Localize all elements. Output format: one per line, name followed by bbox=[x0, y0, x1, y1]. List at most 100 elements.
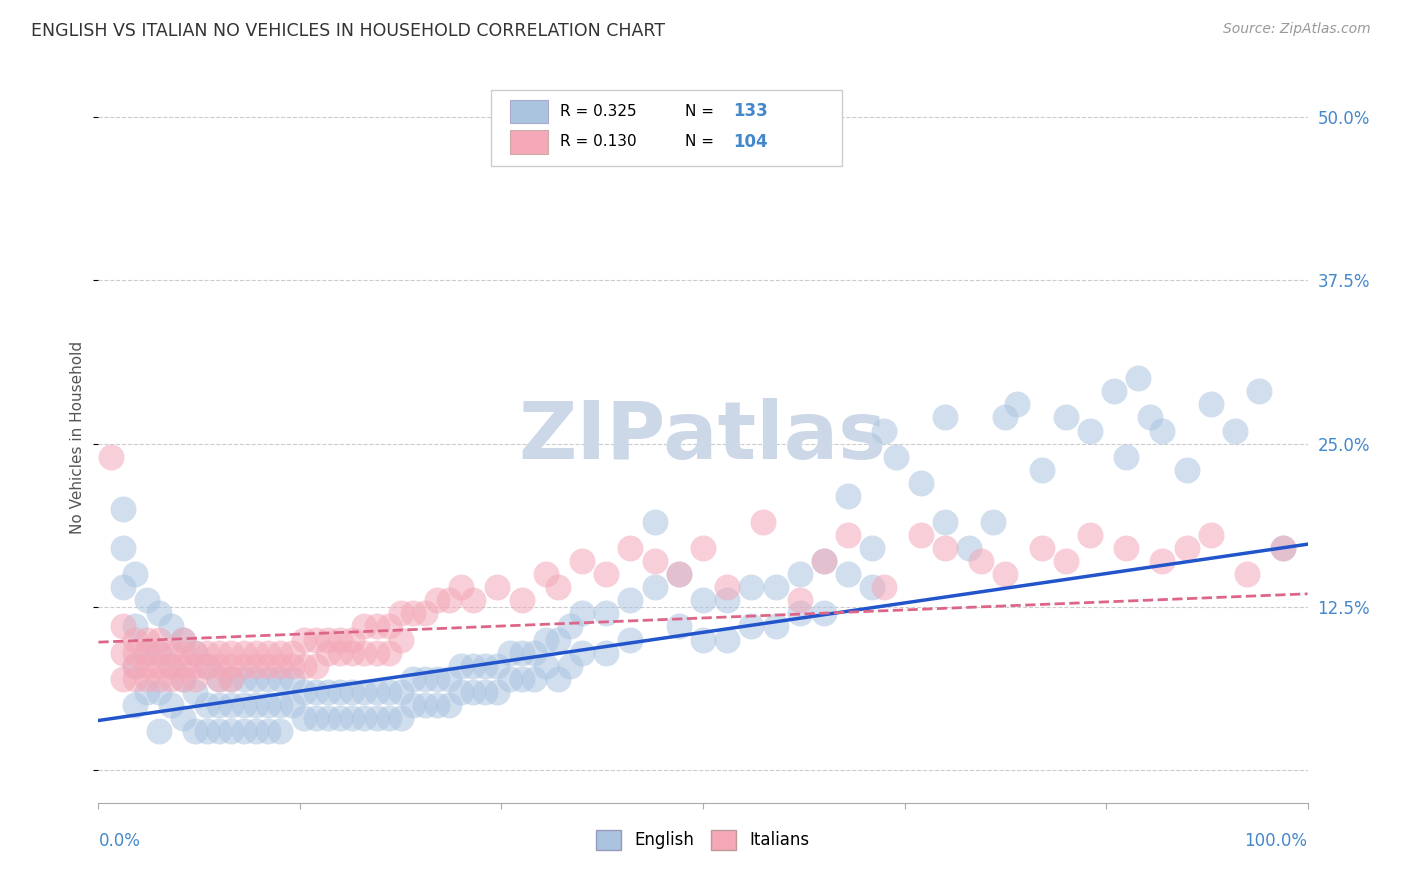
Point bbox=[413, 672, 436, 686]
Point bbox=[366, 619, 388, 633]
Point bbox=[221, 658, 243, 673]
Point bbox=[281, 646, 304, 660]
Point bbox=[353, 646, 375, 660]
Point bbox=[342, 711, 364, 725]
Point bbox=[789, 593, 811, 607]
Text: 0.0%: 0.0% bbox=[98, 831, 141, 849]
Point bbox=[160, 646, 183, 660]
Point bbox=[208, 698, 231, 712]
Point bbox=[534, 658, 557, 673]
Text: 133: 133 bbox=[734, 103, 768, 120]
Point bbox=[160, 658, 183, 673]
Point bbox=[1054, 410, 1077, 425]
Point bbox=[329, 646, 352, 660]
Point bbox=[256, 658, 278, 673]
Point bbox=[135, 646, 157, 660]
Point bbox=[716, 593, 738, 607]
Point bbox=[716, 580, 738, 594]
Point bbox=[644, 515, 666, 529]
Point bbox=[111, 646, 134, 660]
Point bbox=[523, 672, 546, 686]
Point bbox=[426, 593, 449, 607]
Point bbox=[269, 723, 291, 738]
Point bbox=[172, 672, 194, 686]
Point bbox=[547, 632, 569, 647]
Point bbox=[366, 711, 388, 725]
Point bbox=[692, 632, 714, 647]
Point bbox=[463, 658, 485, 673]
Point bbox=[245, 672, 267, 686]
Point bbox=[135, 672, 157, 686]
Point bbox=[148, 646, 170, 660]
Point bbox=[934, 515, 956, 529]
Point bbox=[402, 698, 425, 712]
Point bbox=[353, 619, 375, 633]
Point bbox=[256, 646, 278, 660]
Point bbox=[463, 685, 485, 699]
Point bbox=[1007, 397, 1029, 411]
Point bbox=[329, 685, 352, 699]
Point bbox=[124, 646, 146, 660]
Point bbox=[269, 646, 291, 660]
Point bbox=[740, 580, 762, 594]
Point bbox=[184, 685, 207, 699]
Point bbox=[245, 646, 267, 660]
Point bbox=[342, 685, 364, 699]
Point bbox=[111, 541, 134, 555]
Point bbox=[740, 619, 762, 633]
Point bbox=[1031, 541, 1053, 555]
Point bbox=[195, 646, 218, 660]
Point bbox=[377, 711, 399, 725]
Point bbox=[486, 580, 509, 594]
Point bbox=[498, 672, 520, 686]
Point bbox=[994, 410, 1017, 425]
Point bbox=[716, 632, 738, 647]
Point bbox=[426, 698, 449, 712]
Point bbox=[172, 672, 194, 686]
Point bbox=[534, 632, 557, 647]
Point bbox=[100, 450, 122, 464]
Point bbox=[124, 632, 146, 647]
Point bbox=[124, 619, 146, 633]
Point bbox=[377, 646, 399, 660]
Point bbox=[148, 685, 170, 699]
Point bbox=[305, 685, 328, 699]
Point bbox=[1078, 528, 1101, 542]
Point bbox=[232, 698, 254, 712]
Point bbox=[135, 646, 157, 660]
Point bbox=[316, 685, 339, 699]
Point bbox=[558, 619, 581, 633]
Point bbox=[195, 658, 218, 673]
Y-axis label: No Vehicles in Household: No Vehicles in Household bbox=[70, 341, 86, 533]
Point bbox=[510, 593, 533, 607]
Point bbox=[377, 685, 399, 699]
Point bbox=[221, 672, 243, 686]
Point bbox=[765, 580, 787, 594]
Point bbox=[111, 619, 134, 633]
Point bbox=[135, 593, 157, 607]
Point bbox=[377, 619, 399, 633]
Point bbox=[172, 646, 194, 660]
Point bbox=[413, 607, 436, 621]
Point bbox=[873, 580, 896, 594]
Point bbox=[1115, 450, 1137, 464]
Point bbox=[184, 658, 207, 673]
Point bbox=[281, 658, 304, 673]
Text: N =: N = bbox=[685, 135, 718, 149]
Point bbox=[292, 711, 315, 725]
Point bbox=[510, 646, 533, 660]
Point bbox=[463, 593, 485, 607]
Point bbox=[668, 619, 690, 633]
Point bbox=[232, 672, 254, 686]
Point bbox=[245, 723, 267, 738]
Point bbox=[837, 489, 859, 503]
Point bbox=[281, 672, 304, 686]
Point bbox=[474, 658, 496, 673]
Point bbox=[1102, 384, 1125, 399]
Point bbox=[1223, 424, 1246, 438]
Point bbox=[934, 410, 956, 425]
Point bbox=[172, 711, 194, 725]
Text: Source: ZipAtlas.com: Source: ZipAtlas.com bbox=[1223, 22, 1371, 37]
Point bbox=[402, 672, 425, 686]
Point bbox=[208, 672, 231, 686]
